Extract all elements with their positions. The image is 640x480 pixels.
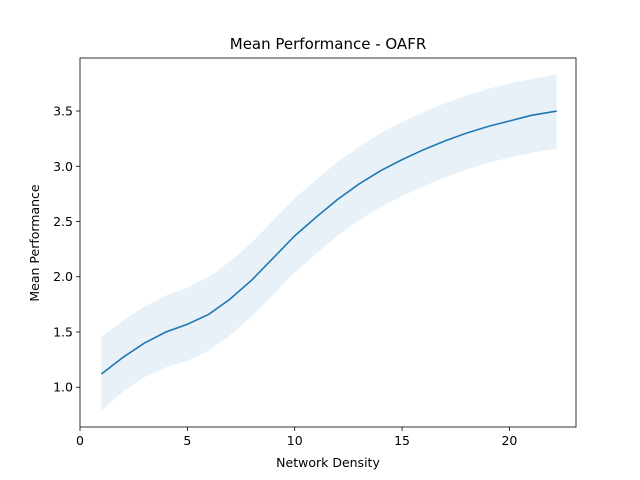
x-tick-label: 20 xyxy=(501,433,517,448)
y-tick-label: 1.0 xyxy=(53,380,73,395)
y-tick-label: 2.5 xyxy=(53,214,73,229)
x-axis-label: Network Density xyxy=(276,455,380,470)
y-tick-label: 3.5 xyxy=(53,104,73,119)
x-axis-ticks: 0 5 10 15 20 xyxy=(76,427,517,448)
plot-area xyxy=(100,74,557,411)
y-tick-label: 3.0 xyxy=(53,159,73,174)
series-line-0 xyxy=(100,110,557,375)
x-tick-label: 15 xyxy=(394,433,410,448)
plot-frame xyxy=(79,57,577,428)
y-axis-ticks: 1.0 1.5 2.0 2.5 3.0 3.5 xyxy=(53,104,80,395)
y-axis-label: Mean Performance xyxy=(27,184,42,302)
x-tick-label: 10 xyxy=(287,433,303,448)
confidence-band-0 xyxy=(101,74,557,411)
x-tick-label: 0 xyxy=(76,433,84,448)
y-tick-label: 1.5 xyxy=(53,324,73,339)
x-tick-label: 5 xyxy=(183,433,191,448)
chart-title: Mean Performance - OAFR xyxy=(230,35,427,53)
y-tick-label: 2.0 xyxy=(53,269,73,284)
